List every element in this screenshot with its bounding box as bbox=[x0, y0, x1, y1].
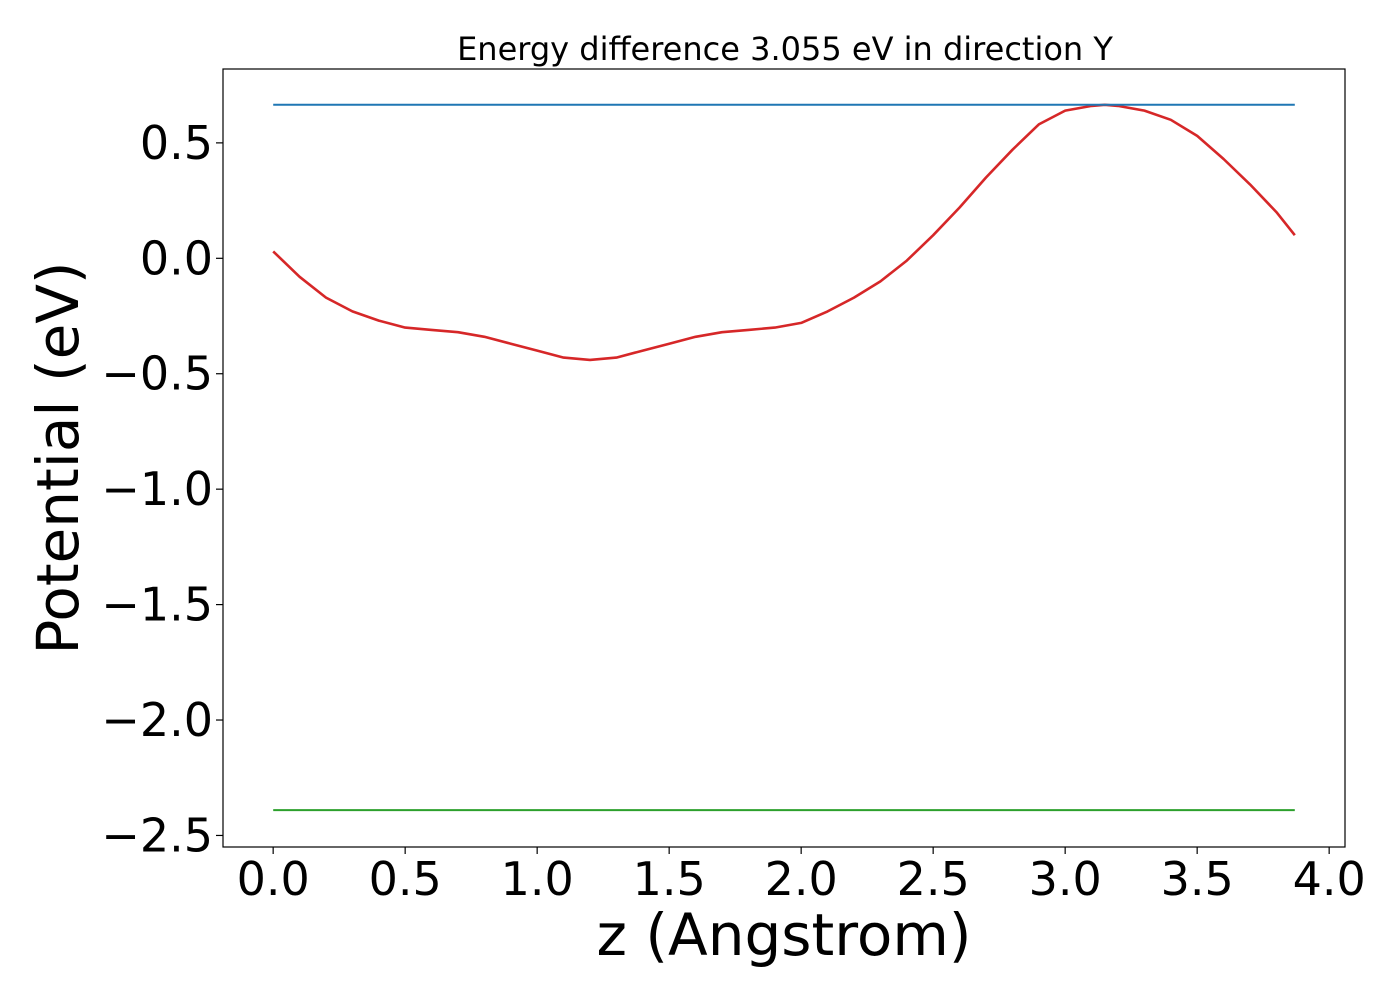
y-tick-label: −0.5 bbox=[101, 347, 213, 401]
x-axis-label: z (Angstrom) bbox=[597, 901, 972, 969]
x-tick-label: 3.0 bbox=[1029, 852, 1102, 906]
x-tick-label: 2.5 bbox=[897, 852, 970, 906]
y-tick-label: −2.5 bbox=[101, 808, 213, 862]
series-line-0 bbox=[272, 103, 1296, 362]
y-tick-label: 0.0 bbox=[140, 231, 213, 285]
series-layer bbox=[272, 103, 1296, 812]
x-tick-label: 0.0 bbox=[237, 852, 310, 906]
y-tick-label: 0.5 bbox=[140, 116, 213, 170]
y-tick-label: −2.0 bbox=[101, 693, 213, 747]
y-tick-label: −1.0 bbox=[101, 462, 213, 516]
chart-title: Energy difference 3.055 eV in direction … bbox=[457, 30, 1113, 68]
x-tick-label: 1.5 bbox=[633, 852, 706, 906]
x-tick-label: 4.0 bbox=[1293, 852, 1366, 906]
x-tick-label: 2.0 bbox=[765, 852, 838, 906]
x-tick-label: 3.5 bbox=[1161, 852, 1234, 906]
y-axis: 0.5 0.0 −0.5 −1.0 −1.5 −2.0 −2.5 bbox=[101, 116, 223, 862]
x-tick-label: 1.0 bbox=[501, 852, 574, 906]
x-tick-label: 0.5 bbox=[369, 852, 442, 906]
plot-frame bbox=[222, 68, 1346, 848]
y-tick-label: −1.5 bbox=[101, 578, 213, 632]
x-axis: 0.0 0.5 1.0 1.5 2.0 2.5 3.0 3.5 4.0 bbox=[237, 847, 1366, 906]
y-axis-label: Potential (eV) bbox=[24, 261, 92, 654]
